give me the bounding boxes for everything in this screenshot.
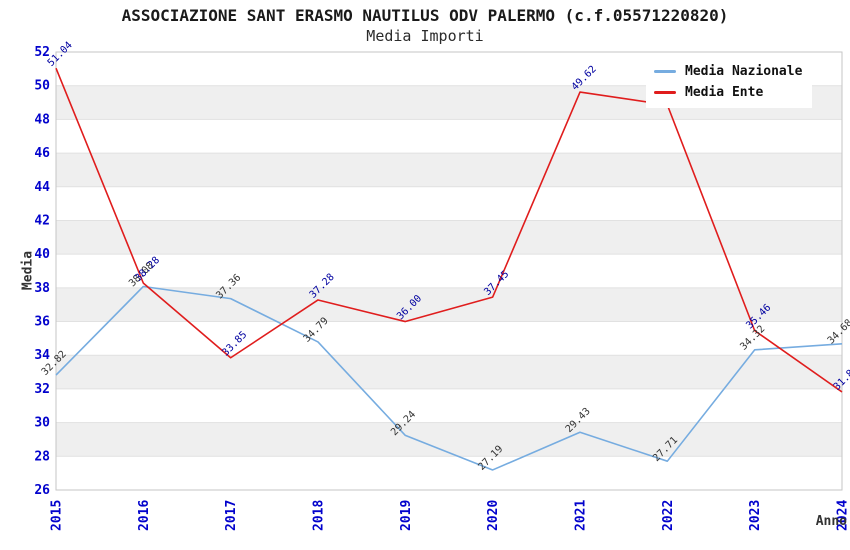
x-tick-label: 2016 <box>137 500 152 531</box>
y-tick-label: 42 <box>34 213 50 228</box>
x-tick-label: 2017 <box>224 500 239 531</box>
y-tick-label: 40 <box>34 247 50 262</box>
y-tick-label: 34 <box>34 348 50 363</box>
legend-item-media-nazionale: Media Nazionale <box>654 61 802 82</box>
y-tick-label: 50 <box>34 79 50 94</box>
series-line-media-ente <box>55 67 843 393</box>
y-tick-label: 46 <box>34 146 50 161</box>
plot-band <box>56 287 842 322</box>
legend-item-media-ente: Media Ente <box>654 82 802 103</box>
y-tick-label: 28 <box>34 449 50 464</box>
y-tick-label: 32 <box>34 382 50 397</box>
legend-swatch-nazionale-icon <box>654 70 676 73</box>
y-tick-label: 52 <box>34 45 50 60</box>
y-tick-label: 48 <box>34 112 50 127</box>
chart-subtitle: Media Importi <box>366 27 484 45</box>
chart-legend: Media Nazionale Media Ente <box>646 56 813 108</box>
x-tick-label: 2018 <box>312 500 327 531</box>
series-line-media-nazionale <box>55 285 843 471</box>
y-tick-label: 26 <box>34 483 50 498</box>
x-tick-label: 2024 <box>836 500 850 531</box>
x-tick-label: 2021 <box>574 500 589 531</box>
y-axis-title: Media <box>20 250 36 291</box>
chart-title: ASSOCIAZIONE SANT ERASMO NAUTILUS ODV PA… <box>121 6 729 25</box>
x-tick-label: 2020 <box>486 500 501 531</box>
plot-band <box>56 422 842 457</box>
plot-band <box>56 355 842 389</box>
plot-band <box>56 153 842 187</box>
x-tick-label: 2015 <box>50 500 65 531</box>
legend-swatch-ente-icon <box>654 91 676 94</box>
y-tick-label: 38 <box>34 281 50 296</box>
y-tick-label: 36 <box>34 315 50 330</box>
x-axis-title: Anno <box>815 514 847 529</box>
y-tick-label: 44 <box>34 180 50 195</box>
y-tick-label: 30 <box>34 416 50 431</box>
x-tick-label: 2019 <box>399 500 414 531</box>
x-tick-label: 2023 <box>748 500 763 531</box>
point-label: 51.04 <box>46 40 75 69</box>
legend-label-ente: Media Ente <box>685 85 764 100</box>
legend-label-nazionale: Media Nazionale <box>685 64 803 79</box>
x-tick-label: 2022 <box>661 500 676 531</box>
plot-frame <box>55 51 843 491</box>
plot-band <box>56 220 842 255</box>
